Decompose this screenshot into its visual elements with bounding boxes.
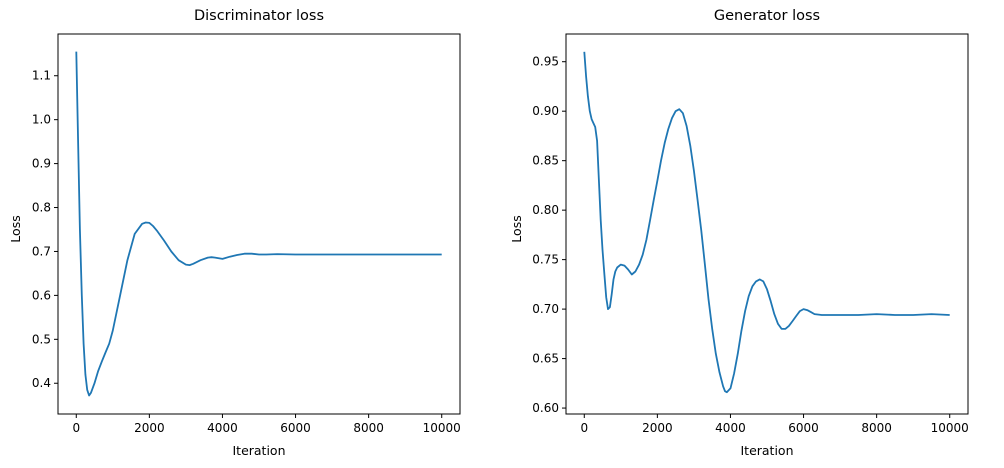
x-tick-label: 0 — [72, 421, 80, 435]
discriminator-loss-panel: Discriminator loss Iteration Loss 0 2000 4… — [8, 8, 461, 458]
x-axis-label: Iteration — [740, 443, 793, 458]
y-tick-label: 0.4 — [32, 376, 51, 390]
x-tick-label: 8000 — [353, 421, 384, 435]
x-tick-label: 4000 — [715, 421, 746, 435]
y-tick-label: 0.75 — [532, 253, 559, 267]
y-tick-label: 0.70 — [532, 302, 559, 316]
y-tick-label: 0.8 — [32, 201, 51, 215]
plot-frame — [565, 33, 969, 415]
y-tick-label: 0.90 — [532, 104, 559, 118]
y-tick-label: 0.85 — [532, 154, 559, 168]
y-axis-label: Loss — [8, 215, 23, 242]
x-tick-label: 10000 — [931, 421, 969, 435]
x-tick-label: 2000 — [134, 421, 165, 435]
y-tick-label: 1.1 — [32, 69, 51, 83]
generator-loss-line — [583, 51, 950, 394]
y-tick-label: 0.7 — [32, 244, 51, 258]
x-tick-label: 10000 — [423, 421, 461, 435]
x-tick-label: 6000 — [280, 421, 311, 435]
x-axis-label: Iteration — [232, 443, 285, 458]
x-tick-label: 8000 — [861, 421, 892, 435]
y-tick-label: 0.80 — [532, 203, 559, 217]
x-tick-label: 4000 — [207, 421, 238, 435]
y-tick-label: 0.6 — [32, 288, 51, 302]
x-tick-label: 6000 — [788, 421, 819, 435]
y-tick-label: 1.0 — [32, 113, 51, 127]
y-tick-label: 0.95 — [532, 55, 559, 69]
discriminator-loss-line — [75, 51, 442, 397]
y-tick-label: 0.9 — [32, 157, 51, 171]
x-tick-label: 2000 — [642, 421, 673, 435]
y-tick-label: 0.5 — [32, 332, 51, 346]
x-tick-label: 0 — [580, 421, 588, 435]
plot-frame — [57, 33, 461, 415]
y-tick-label: 0.60 — [532, 401, 559, 415]
generator-loss-panel: Generator loss Iteration Loss 0 2000 4000 6… — [509, 8, 969, 458]
y-axis-label: Loss — [509, 215, 524, 242]
chart-title: Generator loss — [714, 8, 820, 24]
chart-title: Discriminator loss — [194, 8, 324, 24]
y-tick-label: 0.65 — [532, 352, 559, 366]
